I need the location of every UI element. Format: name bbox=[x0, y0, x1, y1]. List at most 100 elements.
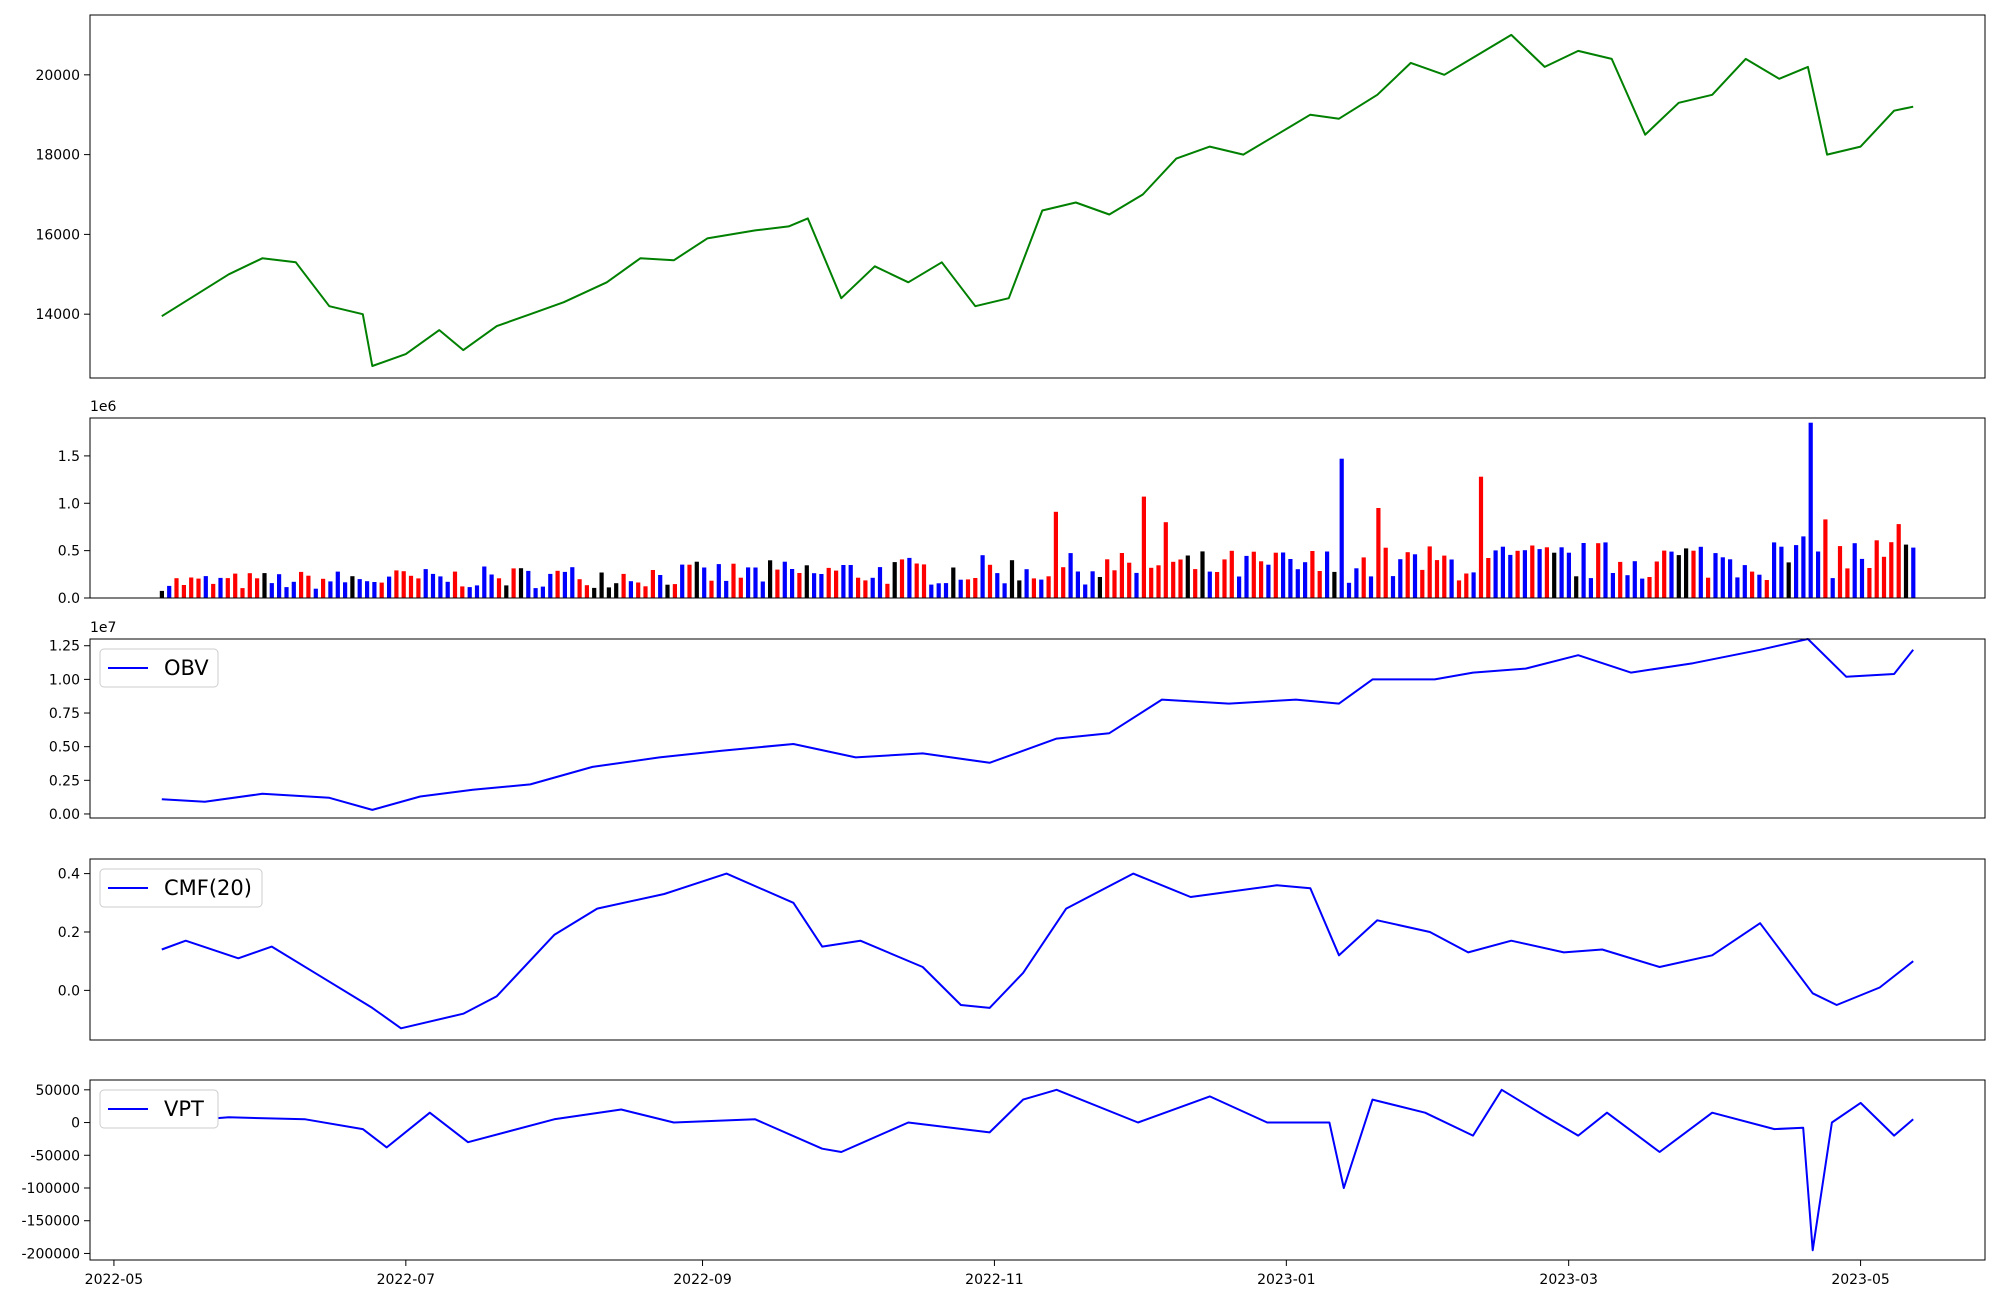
volume-bar bbox=[1588, 578, 1593, 598]
cmf-axes-frame bbox=[89, 858, 1986, 1041]
volume-ytick-label: 1.5 bbox=[58, 449, 80, 465]
volume-bar bbox=[1163, 522, 1168, 598]
volume-bar bbox=[1339, 458, 1344, 598]
volume-bar bbox=[1361, 557, 1366, 598]
volume-bar bbox=[1303, 562, 1308, 598]
volume-bar bbox=[606, 587, 611, 598]
volume-bar bbox=[533, 588, 538, 598]
volume-bar bbox=[452, 571, 458, 598]
volume-bar bbox=[1596, 543, 1601, 598]
volume-bar bbox=[1412, 554, 1418, 598]
volume-bar bbox=[1149, 567, 1154, 598]
volume-bar bbox=[790, 569, 795, 598]
volume-bar bbox=[943, 583, 949, 598]
volume-bar bbox=[672, 584, 677, 598]
volume-bar bbox=[1185, 555, 1190, 598]
volume-bar bbox=[863, 580, 868, 598]
volume-bar bbox=[1075, 571, 1080, 598]
volume-bar bbox=[1808, 422, 1813, 598]
volume-bar bbox=[1193, 569, 1198, 598]
vpt-ytick-label: -100000 bbox=[22, 1181, 81, 1197]
volume-bar bbox=[218, 577, 223, 598]
volume-bar bbox=[1368, 576, 1374, 598]
volume-bar bbox=[504, 585, 509, 598]
volume-bar bbox=[321, 578, 326, 598]
volume-bar bbox=[203, 576, 208, 598]
price-series-line bbox=[161, 33, 1914, 367]
volume-bar bbox=[489, 574, 494, 598]
volume-bar bbox=[599, 572, 604, 598]
volume-bar bbox=[856, 577, 861, 598]
volume-bar bbox=[1779, 546, 1784, 598]
volume-bar bbox=[1346, 582, 1352, 598]
x-tick-label: 2023-05 bbox=[1831, 1272, 1890, 1288]
volume-bar bbox=[826, 567, 831, 598]
volume-bar bbox=[277, 574, 282, 598]
volume-bar bbox=[1325, 551, 1330, 598]
volume-bar bbox=[680, 564, 685, 598]
volume-bar bbox=[1881, 556, 1887, 598]
volume-bar bbox=[716, 564, 721, 598]
volume-bar bbox=[474, 585, 480, 598]
volume-bar bbox=[291, 581, 296, 598]
volume-bar bbox=[1215, 572, 1220, 598]
volume-bar bbox=[1031, 578, 1036, 598]
volume-bar bbox=[1207, 571, 1212, 598]
volume-bar bbox=[1156, 565, 1161, 598]
volume-bar bbox=[1552, 552, 1557, 598]
volume-bar bbox=[1728, 559, 1733, 598]
volume-bar bbox=[1581, 543, 1586, 598]
volume-bar bbox=[159, 590, 164, 598]
volume-bar bbox=[731, 563, 736, 598]
volume-bar bbox=[1515, 550, 1520, 598]
volume-bar bbox=[1493, 550, 1498, 598]
volume-bar bbox=[1200, 551, 1205, 598]
volume-bar bbox=[430, 573, 436, 598]
volume-bar bbox=[628, 581, 633, 598]
volume-bar bbox=[1002, 583, 1007, 598]
volume-bar bbox=[577, 579, 582, 598]
x-tick-label: 2022-11 bbox=[965, 1272, 1024, 1288]
volume-bar bbox=[1537, 549, 1542, 598]
cmf-legend-label: CMF(20) bbox=[164, 876, 252, 900]
volume-bar bbox=[1237, 576, 1242, 598]
volume-bar bbox=[1742, 565, 1747, 598]
volume-bar bbox=[1544, 547, 1549, 598]
volume-bar bbox=[1295, 569, 1300, 598]
volume-bar bbox=[1464, 573, 1469, 598]
volume-bar bbox=[1786, 562, 1791, 598]
volume-bar bbox=[240, 588, 245, 598]
volume-bar bbox=[416, 578, 421, 598]
volume-bar bbox=[709, 580, 714, 598]
volume-bar bbox=[1310, 551, 1315, 598]
volume-bar bbox=[1706, 577, 1711, 598]
volume-bar bbox=[1691, 550, 1696, 598]
volume-bar bbox=[467, 587, 472, 598]
volume-bar bbox=[1640, 578, 1645, 598]
obv-axes-frame bbox=[89, 638, 1986, 819]
x-tick-label: 2023-01 bbox=[1257, 1272, 1316, 1288]
volume-bar bbox=[797, 573, 802, 598]
volume-bar bbox=[1229, 550, 1234, 598]
volume-bar bbox=[1105, 559, 1110, 598]
volume-bar bbox=[1266, 564, 1271, 598]
volume-bar bbox=[658, 575, 663, 598]
cmf-legend-box bbox=[99, 868, 263, 908]
volume-bar bbox=[401, 571, 406, 598]
volume-bar bbox=[1669, 551, 1674, 598]
volume-bar bbox=[1837, 546, 1843, 598]
volume-bar bbox=[1244, 555, 1249, 598]
volume-bar bbox=[1647, 577, 1652, 598]
volume-bar bbox=[1530, 545, 1535, 598]
volume-bar bbox=[804, 565, 809, 598]
volume-bar bbox=[1816, 551, 1821, 598]
volume-offset-label: 1e6 bbox=[90, 399, 117, 415]
vpt-ytick-label: 50000 bbox=[35, 1083, 80, 1099]
vpt-ytick-label: -50000 bbox=[30, 1148, 80, 1164]
volume-bar bbox=[1757, 574, 1762, 598]
volume-bar bbox=[760, 581, 765, 598]
volume-bar bbox=[724, 580, 729, 598]
volume-bar bbox=[1434, 560, 1440, 598]
volume-bar bbox=[1127, 562, 1132, 598]
